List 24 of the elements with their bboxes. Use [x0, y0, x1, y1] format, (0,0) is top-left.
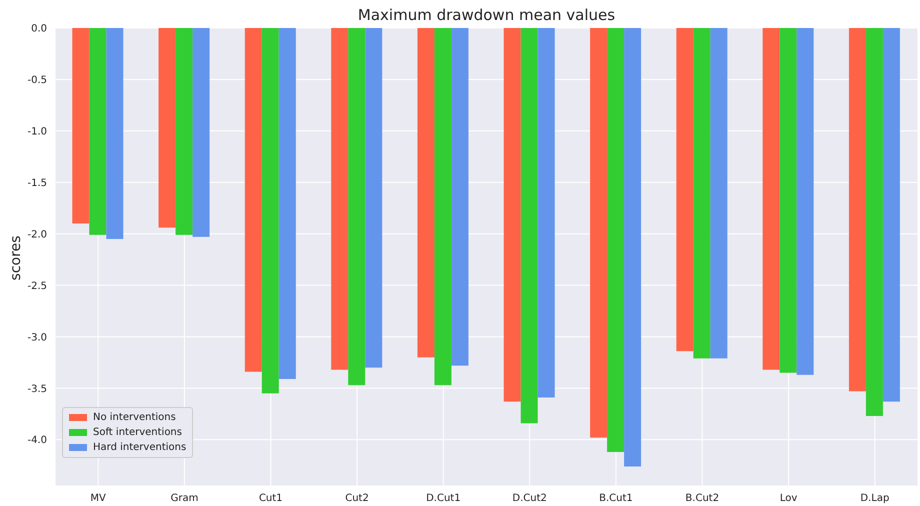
y-tick-label: -3.5 — [27, 384, 47, 395]
y-tick-label: -1.5 — [27, 178, 47, 189]
x-tick-label: Lov — [780, 493, 798, 504]
y-tick-label: -2.5 — [27, 280, 47, 292]
y-axis-title: scores — [8, 236, 24, 280]
legend-label: No interventions — [92, 411, 177, 425]
y-tick-label: -2.0 — [27, 229, 47, 240]
x-tick-label: Cut2 — [345, 493, 369, 504]
y-tick-label: -3.0 — [27, 332, 47, 344]
x-tick-label: D.Lap — [860, 493, 890, 504]
x-tick-label: D.Cut2 — [512, 493, 547, 504]
y-tick-label: -4.0 — [27, 435, 47, 446]
x-tick-label: Cut1 — [258, 493, 283, 504]
x-tick-label: B.Cut2 — [685, 493, 720, 504]
x-tick-label: B.Cut1 — [599, 493, 633, 504]
chart-title: Maximum drawdown mean values — [356, 6, 616, 24]
x-tick-label: D.Cut1 — [426, 493, 461, 504]
legend-label: Hard interventions — [92, 441, 186, 455]
x-tick-label: Gram — [170, 493, 198, 504]
x-tick-label: MV — [90, 493, 106, 504]
y-tick-label: -1.0 — [27, 126, 47, 138]
legend-label: Soft interventions — [92, 426, 183, 440]
y-tick-label: -0.5 — [27, 75, 47, 86]
y-tick-label: 0.0 — [31, 24, 47, 35]
